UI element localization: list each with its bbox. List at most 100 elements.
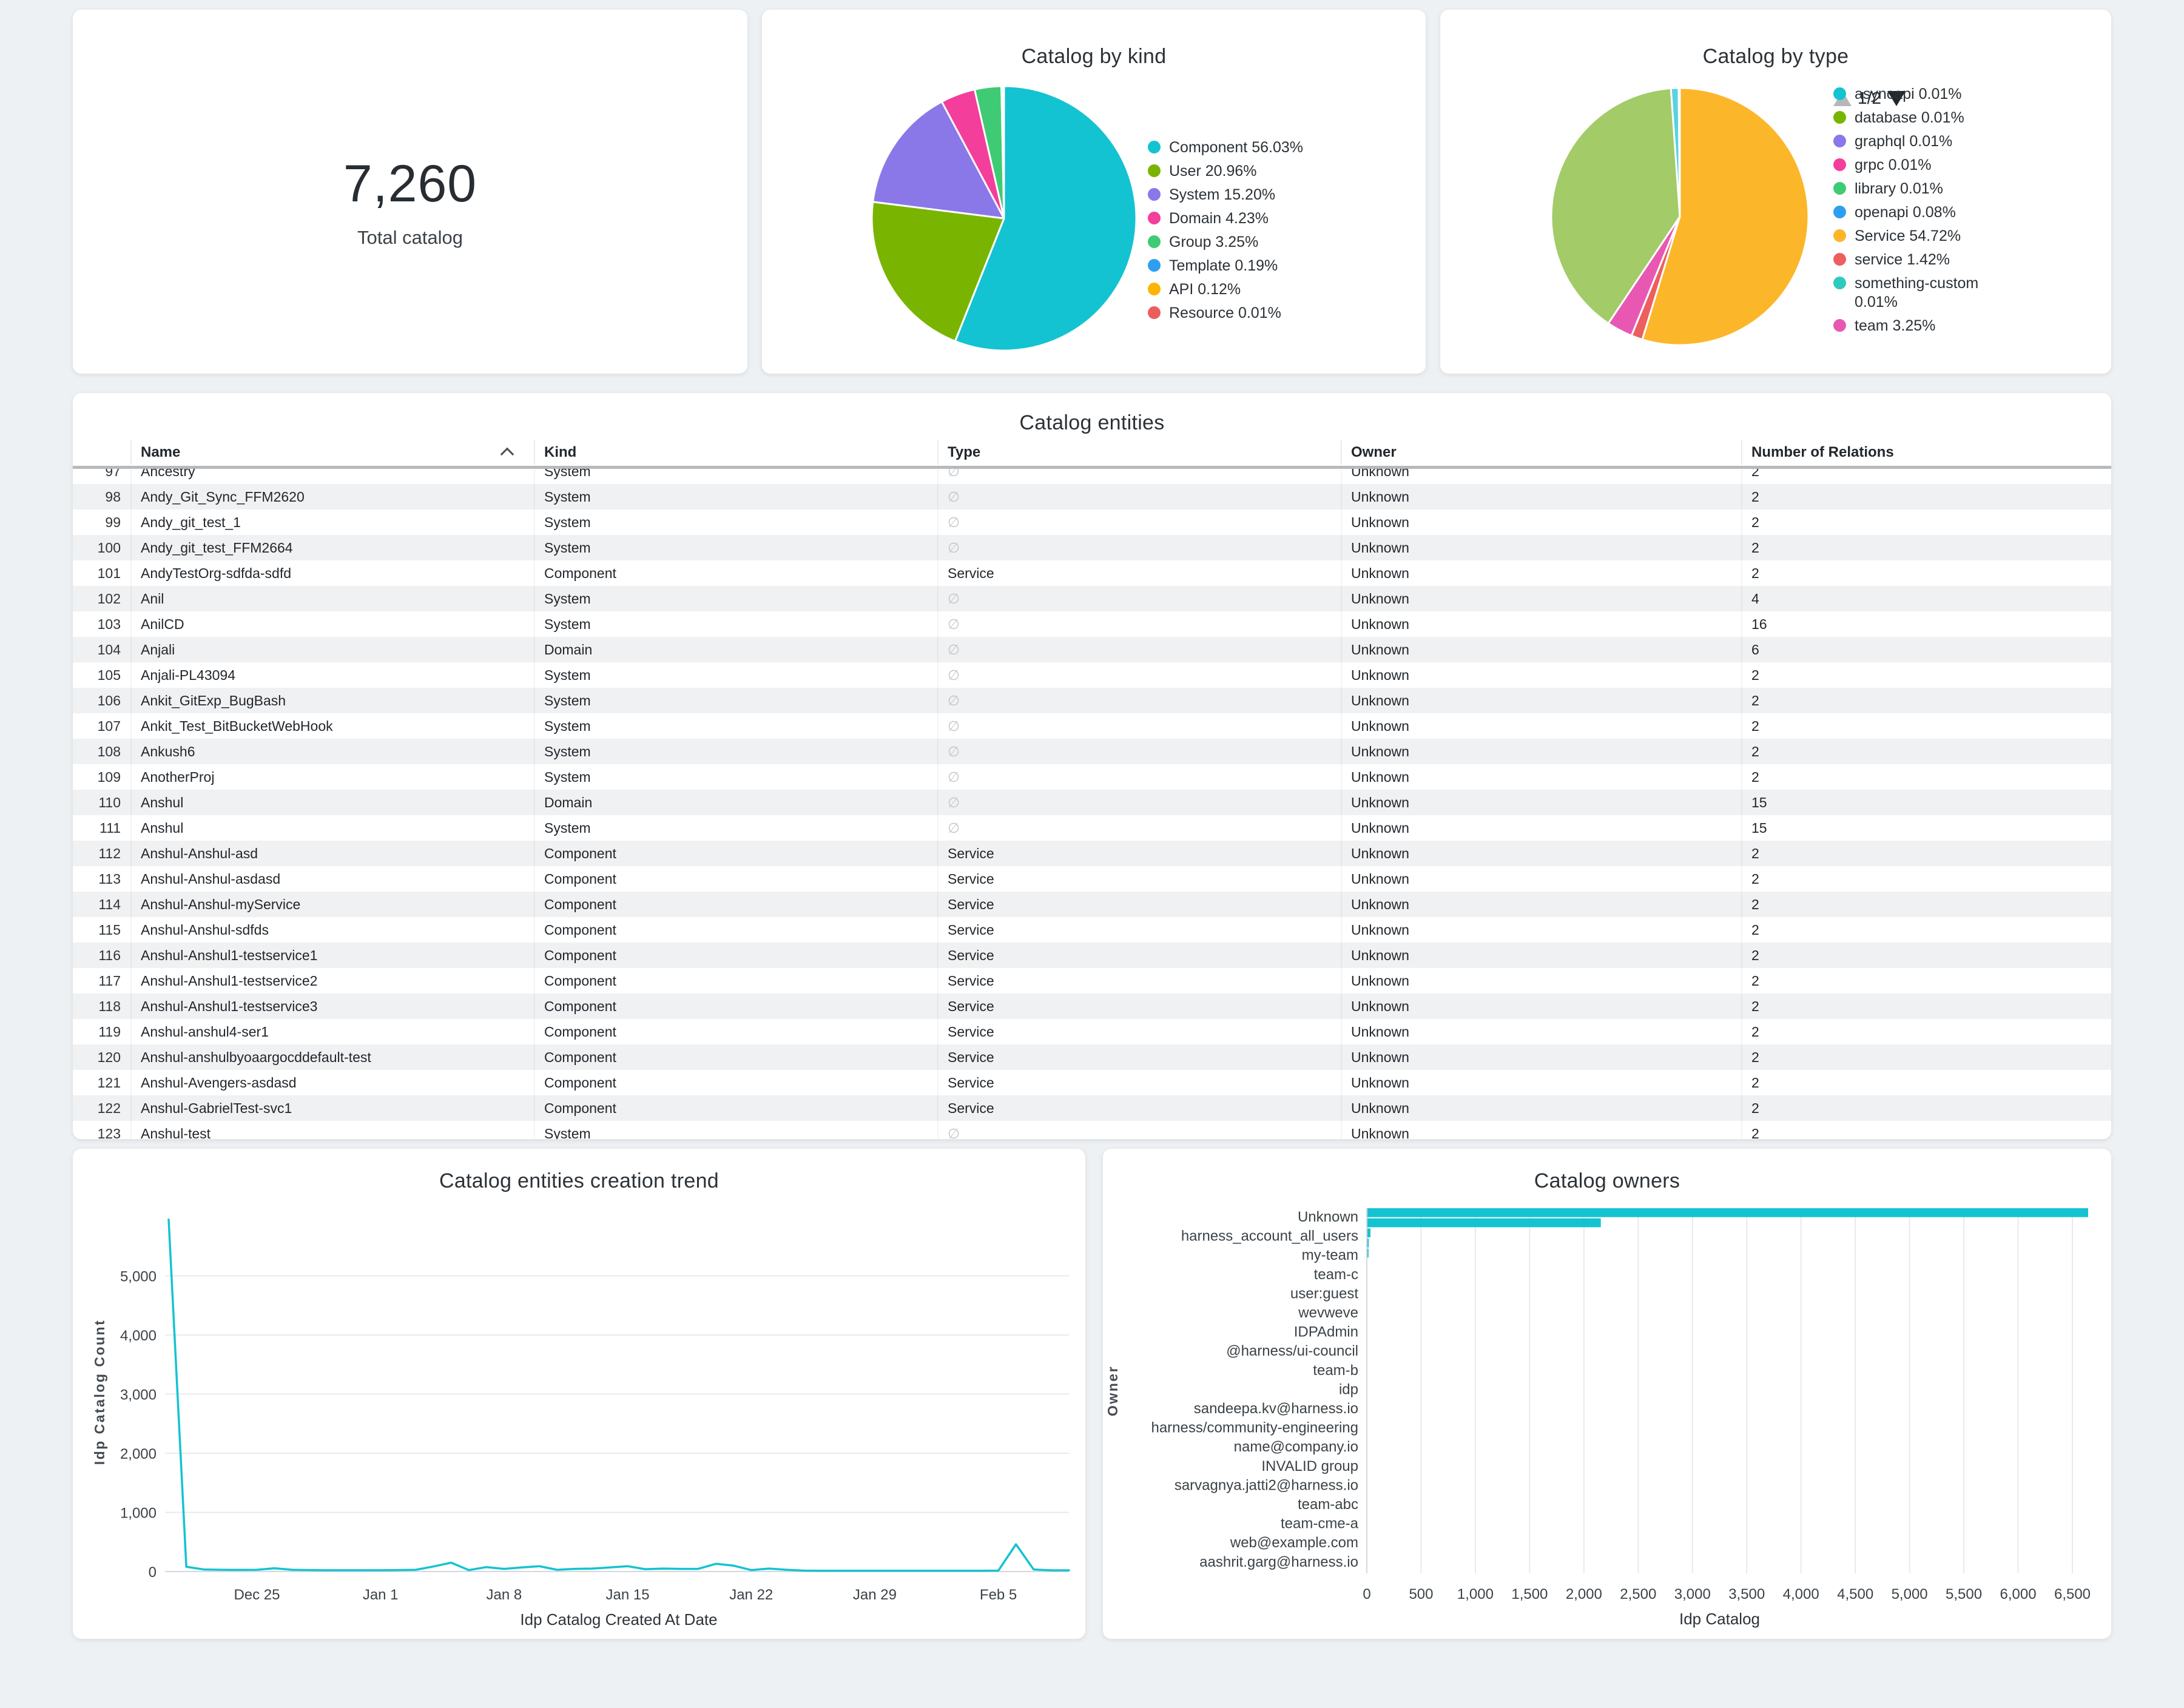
bar-user:guest[interactable] bbox=[1367, 1248, 1369, 1258]
legend-item-asyncapi[interactable]: asyncapi 0.01% bbox=[1833, 85, 2007, 104]
table-row[interactable]: 123 Anshul-test System ∅ Unknown 2 bbox=[73, 1121, 2111, 1139]
table-row[interactable]: 112 Anshul-Anshul-asd Component Service Unkn… bbox=[73, 841, 2111, 866]
tick-label: 5,000 bbox=[1892, 1586, 1928, 1602]
column-header-kind[interactable]: Kind bbox=[534, 440, 937, 465]
pie-slice-System[interactable] bbox=[872, 101, 1005, 220]
cell-rel: 2 bbox=[1741, 1095, 2111, 1121]
legend-item-Resource[interactable]: Resource 0.01% bbox=[1148, 304, 1303, 323]
legend-item-User[interactable]: User 20.96% bbox=[1148, 162, 1303, 181]
category-label: my-team bbox=[1302, 1247, 1358, 1263]
legend-item-Component[interactable]: Component 56.03% bbox=[1148, 138, 1303, 157]
cell-name: Anshul-Anshul-asd bbox=[130, 841, 534, 866]
bar-my-team[interactable] bbox=[1367, 1228, 1370, 1237]
catalog-by-type-legend: asyncapi 0.01% database 0.01% graphql 0.01… bbox=[1833, 85, 2007, 335]
total-catalog-value: 7,260 bbox=[343, 155, 477, 213]
pie-slice-Component[interactable] bbox=[954, 85, 1138, 352]
table-row[interactable]: 110 Anshul Domain ∅ Unknown 15 bbox=[73, 790, 2111, 815]
table-row[interactable]: 117 Anshul-Anshul1-testservice2 Component S… bbox=[73, 968, 2111, 994]
bar-team-c[interactable] bbox=[1367, 1238, 1369, 1248]
legend-item-library[interactable]: library 0.01% bbox=[1833, 180, 2007, 198]
cell-owner: Unknown bbox=[1341, 611, 1741, 637]
table-row[interactable]: 113 Anshul-Anshul-asdasd Component Service U… bbox=[73, 866, 2111, 892]
pie-slice-User[interactable] bbox=[871, 201, 1005, 343]
table-row[interactable]: 97 Ancestry System ∅ Unknown 2 bbox=[73, 469, 2111, 484]
cell-type: ∅ bbox=[937, 586, 1341, 611]
column-header-owner[interactable]: Owner bbox=[1341, 440, 1741, 465]
table-row[interactable]: 103 AnilCD System ∅ Unknown 16 bbox=[73, 611, 2111, 637]
legend-item-Domain[interactable]: Domain 4.23% bbox=[1148, 209, 1303, 228]
legend-dot-icon bbox=[1833, 111, 1846, 124]
legend-item-database[interactable]: database 0.01% bbox=[1833, 109, 2007, 127]
cell-rel: 2 bbox=[1741, 1044, 2111, 1070]
table-row[interactable]: 122 Anshul-GabrielTest-svc1 Component Servi… bbox=[73, 1095, 2111, 1121]
cell-rel: 2 bbox=[1741, 968, 2111, 994]
cell-rel: 2 bbox=[1741, 1019, 2111, 1044]
table-row[interactable]: 98 Andy_Git_Sync_FFM2620 System ∅ Unknown 2 bbox=[73, 484, 2111, 509]
catalog-entities-card: Catalog entities Name Kind Type Owner Nu… bbox=[73, 393, 2111, 1139]
table-row[interactable]: 108 Ankush6 System ∅ Unknown 2 bbox=[73, 739, 2111, 764]
table-row[interactable]: 114 Anshul-Anshul-myService Component Servi… bbox=[73, 892, 2111, 917]
legend-item-graphql[interactable]: graphql 0.01% bbox=[1833, 132, 2007, 151]
cell-kind: System bbox=[534, 611, 937, 637]
sort-ascending-icon[interactable] bbox=[500, 447, 514, 462]
table-row[interactable]: 101 AndyTestOrg-sdfda-sdfd Component Servic… bbox=[73, 560, 2111, 586]
table-row[interactable]: 118 Anshul-Anshul1-testservice3 Component S… bbox=[73, 994, 2111, 1019]
cell-name: Anshul-Anshul1-testservice2 bbox=[130, 968, 534, 994]
table-row[interactable]: 119 Anshul-anshul4-ser1 Component Service Un… bbox=[73, 1019, 2111, 1044]
legend-item-Group[interactable]: Group 3.25% bbox=[1148, 233, 1303, 252]
cell-type: ∅ bbox=[937, 739, 1341, 764]
legend-item-System[interactable]: System 15.20% bbox=[1148, 186, 1303, 204]
empty-type-icon: ∅ bbox=[948, 769, 960, 785]
cell-type: ∅ bbox=[937, 535, 1341, 560]
y-axis-title: Owner bbox=[1105, 1365, 1121, 1416]
cell-owner: Unknown bbox=[1341, 1095, 1741, 1121]
legend-page-indicator: 1/2 bbox=[1858, 89, 1881, 107]
table-row[interactable]: 116 Anshul-Anshul1-testservice1 Component S… bbox=[73, 943, 2111, 968]
legend-item-Template[interactable]: Template 0.19% bbox=[1148, 257, 1303, 275]
cell-kind: Component bbox=[534, 1070, 937, 1095]
tick-label: 1,000 bbox=[120, 1505, 157, 1522]
cell-rel: 2 bbox=[1741, 535, 2111, 560]
pie-slice-other[interactable] bbox=[1550, 87, 1681, 324]
cell-type: ∅ bbox=[937, 509, 1341, 535]
table-row[interactable]: 115 Anshul-Anshul-sdfds Component Service Un… bbox=[73, 917, 2111, 943]
legend-item-API[interactable]: API 0.12% bbox=[1148, 280, 1303, 299]
legend-dot-icon bbox=[1148, 188, 1161, 201]
legend-item-Service[interactable]: Service 54.72% bbox=[1833, 227, 2007, 246]
legend-item-something-custom[interactable]: something-custom 0.01% bbox=[1833, 274, 2007, 312]
legend-item-openapi[interactable]: openapi 0.08% bbox=[1833, 203, 2007, 222]
tick-label: 5,500 bbox=[1946, 1586, 1982, 1602]
legend-dot-icon bbox=[1833, 182, 1846, 195]
table-row[interactable]: 109 AnotherProj System ∅ Unknown 2 bbox=[73, 764, 2111, 790]
table-row[interactable]: 105 Anjali-PL43094 System ∅ Unknown 2 bbox=[73, 662, 2111, 688]
legend-item-team[interactable]: team 3.25% bbox=[1833, 317, 2007, 335]
table-row[interactable]: 99 Andy_git_test_1 System ∅ Unknown 2 bbox=[73, 509, 2111, 535]
table-row[interactable]: 104 Anjali Domain ∅ Unknown 6 bbox=[73, 637, 2111, 662]
legend-item-service[interactable]: service 1.42% bbox=[1833, 250, 2007, 269]
table-row[interactable]: 106 Ankit_GitExp_BugBash System ∅ Unknown 2 bbox=[73, 688, 2111, 713]
legend-page-down-icon[interactable] bbox=[1887, 90, 1906, 106]
table-row[interactable]: 120 Anshul-anshulbyoaargocddefault-test Co… bbox=[73, 1044, 2111, 1070]
table-row[interactable]: 111 Anshul System ∅ Unknown 15 bbox=[73, 815, 2111, 841]
table-scrollbar[interactable] bbox=[73, 466, 2111, 469]
empty-type-icon: ∅ bbox=[948, 667, 960, 683]
table-row[interactable]: 102 Anil System ∅ Unknown 4 bbox=[73, 586, 2111, 611]
cell-name: Ankit_Test_BitBucketWebHook bbox=[130, 713, 534, 739]
cell-type: Service bbox=[937, 1070, 1341, 1095]
legend-item-grpc[interactable]: grpc 0.01% bbox=[1833, 156, 2007, 175]
pie-slice-Service[interactable] bbox=[1641, 87, 1810, 346]
table-row[interactable]: 100 Andy_git_test_FFM2664 System ∅ Unknown 2 bbox=[73, 535, 2111, 560]
bar-Unknown[interactable] bbox=[1367, 1208, 2088, 1217]
column-header-type[interactable]: Type bbox=[937, 440, 1341, 465]
table-row[interactable]: 121 Anshul-Avengers-asdasd Component Servic… bbox=[73, 1070, 2111, 1095]
column-header-name[interactable]: Name bbox=[130, 440, 534, 465]
category-label: sarvagnya.jatti2@harness.io bbox=[1175, 1477, 1358, 1493]
bar-harness_account_all_users[interactable] bbox=[1367, 1218, 1601, 1228]
column-row-number bbox=[73, 440, 130, 465]
cell-rel: 2 bbox=[1741, 484, 2111, 509]
legend-label: Component 56.03% bbox=[1169, 139, 1303, 156]
empty-type-icon: ∅ bbox=[948, 820, 960, 836]
column-header-relations[interactable]: Number of Relations bbox=[1741, 440, 2111, 465]
table-row[interactable]: 107 Ankit_Test_BitBucketWebHook System ∅ Unk… bbox=[73, 713, 2111, 739]
cell-owner: Unknown bbox=[1341, 637, 1741, 662]
